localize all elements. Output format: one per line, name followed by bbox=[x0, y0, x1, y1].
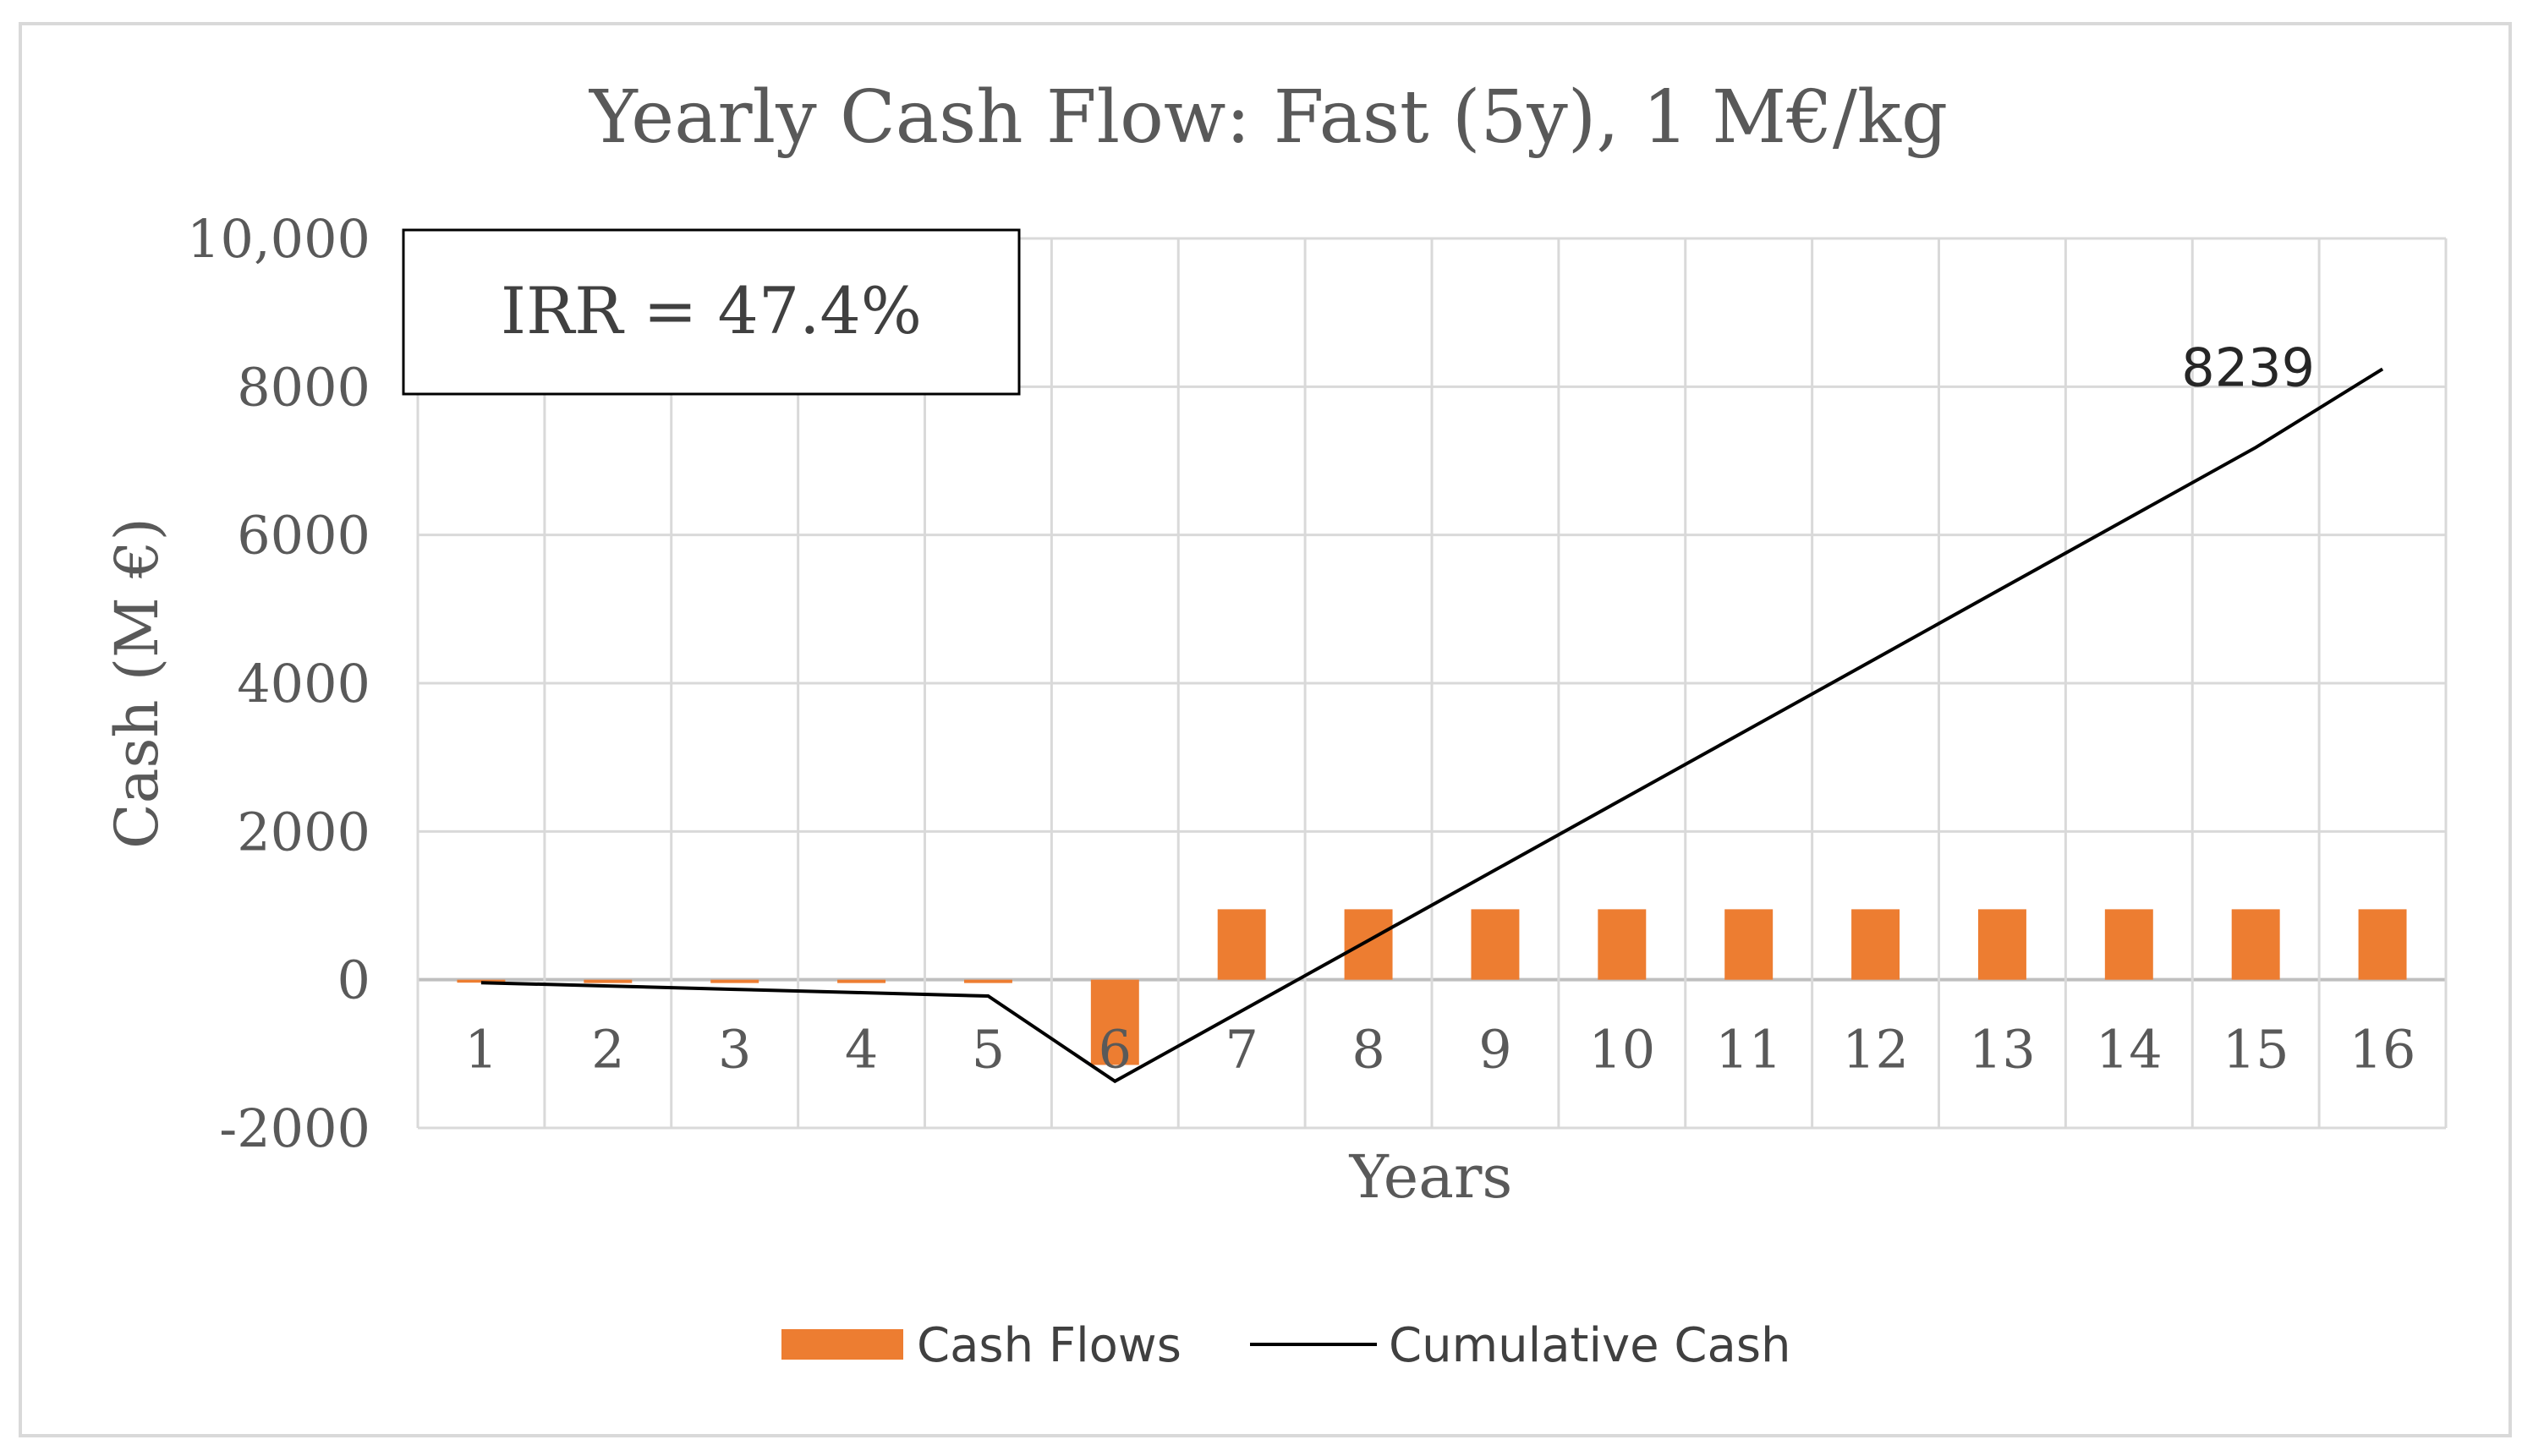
x-tick-label: 10 bbox=[1588, 1019, 1655, 1081]
cash-flow-bar bbox=[1851, 909, 1900, 980]
x-tick-label: 3 bbox=[718, 1019, 751, 1081]
cash-flow-bar bbox=[2358, 909, 2407, 980]
chart-title: Yearly Cash Flow: Fast (5y), 1 M€/kg bbox=[589, 75, 1948, 160]
x-tick-label: 5 bbox=[972, 1019, 1005, 1081]
cash-flow-bar bbox=[1217, 909, 1266, 980]
cash-flow-bars bbox=[457, 909, 2407, 1065]
y-tick-label: 2000 bbox=[237, 801, 370, 862]
cash-flow-bar bbox=[710, 979, 759, 983]
y-axis-title: Cash (M €) bbox=[102, 517, 172, 849]
x-tick-label: 16 bbox=[2349, 1019, 2416, 1081]
cash-flow-bar bbox=[2104, 909, 2153, 980]
irr-box: IRR = 47.4% bbox=[402, 228, 1021, 396]
x-tick-label: 4 bbox=[845, 1019, 878, 1081]
y-tick-label: 4000 bbox=[237, 653, 370, 714]
x-tick-label: 13 bbox=[1969, 1019, 2036, 1081]
y-tick-label: -2000 bbox=[219, 1097, 370, 1159]
legend-swatch-cash-flows bbox=[781, 1329, 903, 1360]
x-tick-labels: 1 2 3 4 5 6 7 8 9 10 11 12 13 14 15 16 bbox=[464, 1019, 2415, 1081]
cumulative-cash-line bbox=[480, 367, 2384, 1084]
x-axis-title: Years bbox=[1349, 1142, 1513, 1212]
y-tick-label: 0 bbox=[337, 950, 370, 1011]
y-tick-label: 6000 bbox=[237, 505, 370, 567]
irr-box-border bbox=[402, 228, 1021, 396]
cash-flow-bar bbox=[1090, 979, 1139, 1065]
cash-flow-bar bbox=[1344, 909, 1393, 980]
legend-label-cumulative-cash: Cumulative Cash bbox=[1389, 1318, 1791, 1373]
x-tick-label: 11 bbox=[1715, 1019, 1782, 1081]
cash-flow-bar bbox=[1471, 909, 1520, 980]
x-tick-label: 7 bbox=[1225, 1019, 1258, 1081]
cash-flow-bar bbox=[837, 979, 886, 983]
cash-flow-bar bbox=[1598, 909, 1647, 980]
cash-flow-bar bbox=[1724, 909, 1774, 980]
x-tick-label: 6 bbox=[1099, 1019, 1132, 1081]
cash-flow-bar bbox=[1977, 909, 2026, 980]
legend-label-cash-flows: Cash Flows bbox=[917, 1318, 1182, 1373]
cash-flow-bar bbox=[457, 979, 506, 983]
x-tick-label: 14 bbox=[2096, 1019, 2163, 1081]
end-value-label: 8239 bbox=[2181, 337, 2315, 398]
x-tick-label: 12 bbox=[1842, 1019, 1909, 1081]
y-tick-label: 10,000 bbox=[187, 208, 370, 270]
x-tick-label: 8 bbox=[1351, 1019, 1384, 1081]
y-tick-label: 8000 bbox=[237, 356, 370, 418]
cash-flow-bar bbox=[584, 979, 633, 983]
x-tick-label: 2 bbox=[591, 1019, 624, 1081]
x-tick-label: 15 bbox=[2223, 1019, 2289, 1081]
x-tick-label: 1 bbox=[464, 1019, 497, 1081]
legend: Cash Flows Cumulative Cash bbox=[781, 1318, 1791, 1373]
cash-flow-bar bbox=[2231, 909, 2280, 980]
irr-value: IRR = 47.4% bbox=[501, 273, 922, 348]
x-tick-label: 9 bbox=[1478, 1019, 1511, 1081]
y-tick-labels: -2000 0 2000 4000 6000 8000 10,000 bbox=[187, 208, 370, 1159]
cash-flow-bar bbox=[963, 979, 1012, 983]
